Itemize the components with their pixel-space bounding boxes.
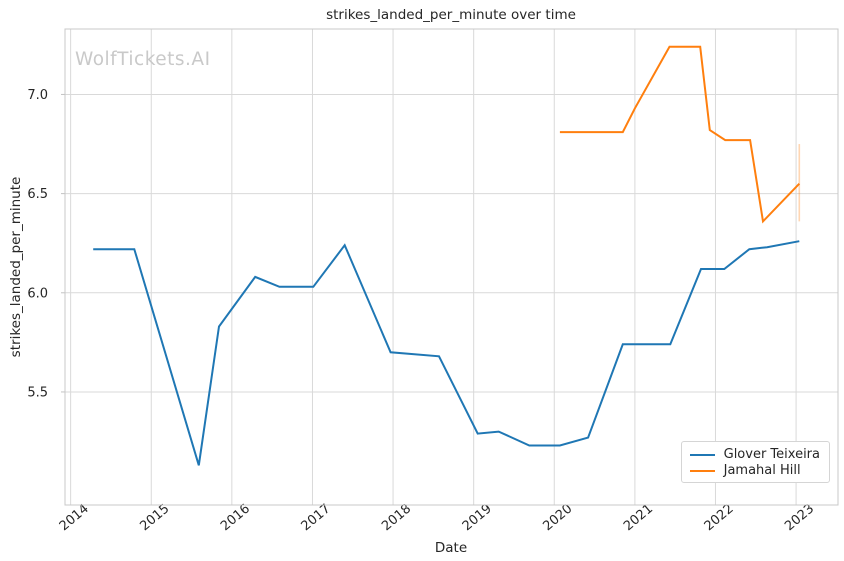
legend-line-swatch-blue — [689, 454, 715, 456]
legend-item-jamahal-hill: Jamahal Hill — [689, 463, 820, 479]
x-tick-label: 2023 — [782, 501, 817, 534]
y-tick-label: 6.5 — [27, 187, 48, 202]
x-tick-label: 2014 — [57, 501, 92, 534]
series-line-glover-teixeira — [93, 240, 800, 466]
x-tick-label: 2020 — [540, 501, 575, 534]
x-tick-label: 2021 — [621, 501, 656, 534]
legend: Glover Teixeira Jamahal Hill — [680, 441, 830, 483]
legend-item-glover-teixeira: Glover Teixeira — [689, 447, 820, 463]
watermark-text: WolfTickets.AI — [75, 49, 211, 70]
chart-title: strikes_landed_per_minute over time — [326, 7, 576, 23]
x-tick-label: 2022 — [702, 501, 737, 534]
x-axis-label: Date — [434, 540, 468, 556]
x-tick-label: 2015 — [137, 501, 172, 534]
legend-label-jamahal-hill: Jamahal Hill — [723, 463, 801, 478]
x-tick-label: 2016 — [218, 501, 253, 534]
axes-spines — [64, 28, 839, 506]
y-tick-label: 5.5 — [27, 385, 48, 400]
x-tick-label: 2017 — [299, 501, 334, 534]
x-tick-label: 2019 — [460, 501, 495, 534]
y-tick-label: 6.0 — [27, 286, 48, 301]
legend-line-swatch-orange — [689, 470, 715, 472]
series-line-jamahal-hill — [559, 45, 801, 224]
x-tick-label: 2018 — [379, 501, 414, 534]
legend-label-glover-teixeira: Glover Teixeira — [723, 447, 820, 462]
y-tick-label: 7.0 — [27, 88, 48, 103]
y-axis-label: strikes_landed_per_minute — [8, 176, 24, 358]
